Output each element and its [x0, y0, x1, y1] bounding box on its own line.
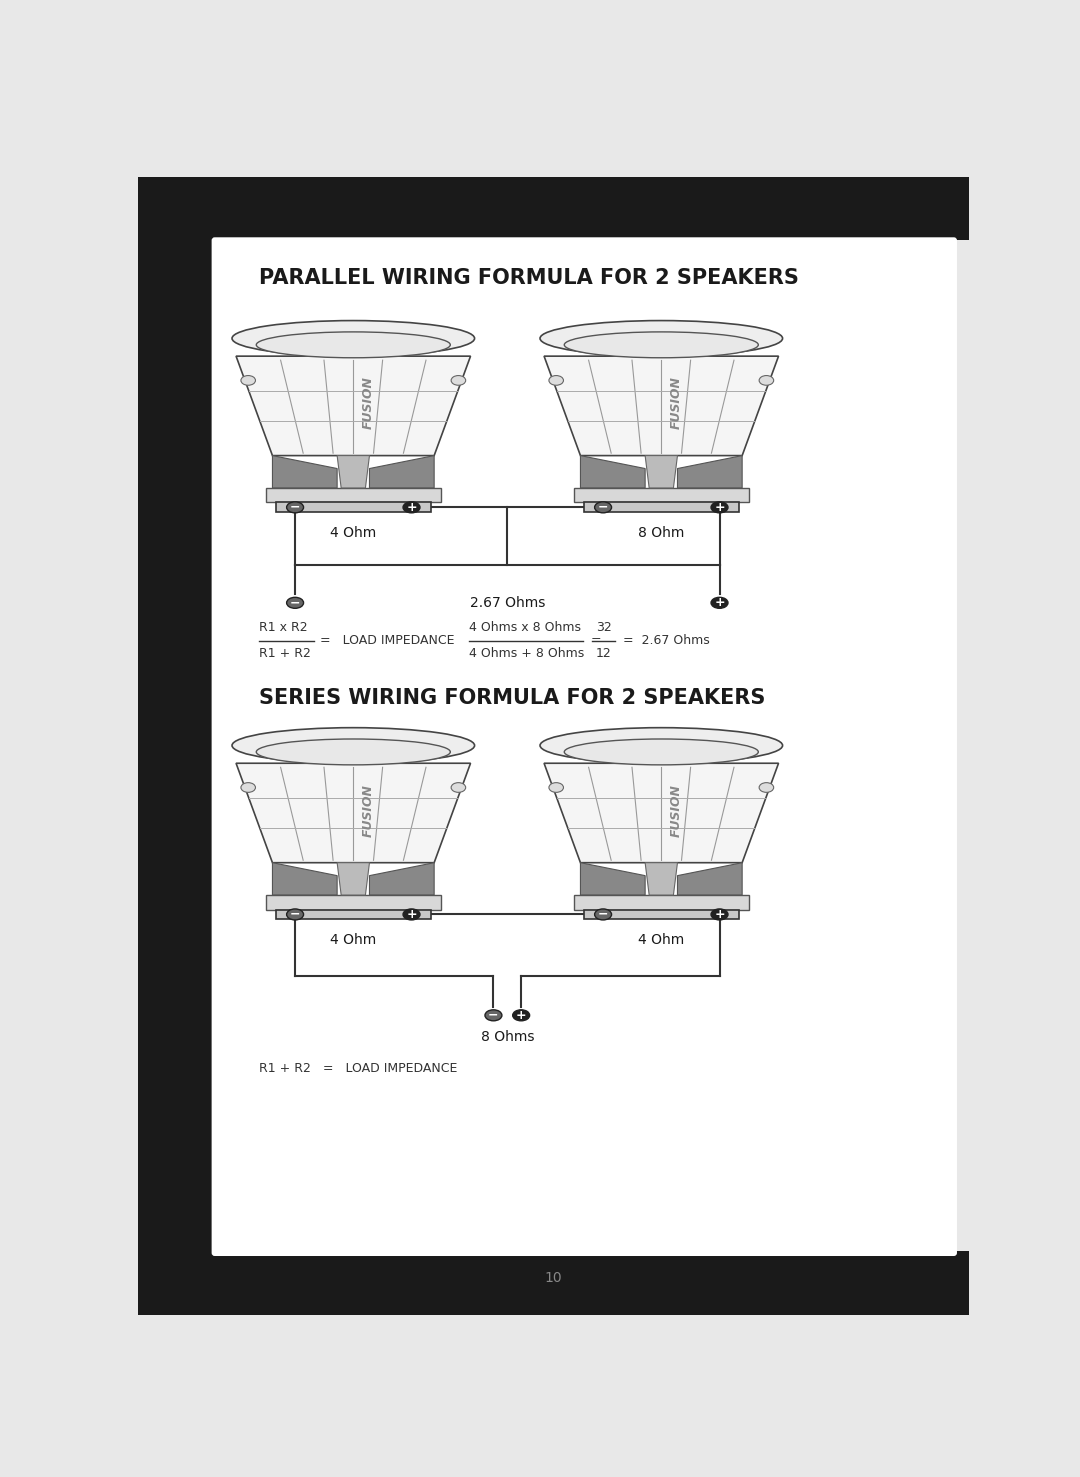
Ellipse shape	[451, 783, 465, 792]
Ellipse shape	[759, 783, 773, 792]
Polygon shape	[337, 863, 369, 895]
Bar	[138, 177, 215, 1315]
Ellipse shape	[540, 321, 783, 356]
Polygon shape	[677, 455, 742, 487]
Ellipse shape	[485, 1010, 502, 1021]
Ellipse shape	[513, 1010, 529, 1021]
Polygon shape	[337, 455, 369, 487]
Text: 4 Ohm: 4 Ohm	[330, 526, 377, 539]
Text: +: +	[714, 501, 725, 514]
Bar	[573, 895, 748, 910]
Text: SERIES WIRING FORMULA FOR 2 SPEAKERS: SERIES WIRING FORMULA FOR 2 SPEAKERS	[258, 688, 765, 709]
Text: −: −	[289, 908, 300, 922]
Polygon shape	[645, 455, 677, 487]
Text: −: −	[598, 908, 608, 922]
Ellipse shape	[451, 375, 465, 385]
Bar	[266, 895, 441, 910]
Text: FUSION: FUSION	[362, 784, 375, 836]
Text: +: +	[406, 501, 417, 514]
Ellipse shape	[759, 375, 773, 385]
Ellipse shape	[256, 332, 450, 357]
Text: FUSION: FUSION	[670, 784, 683, 836]
Text: +: +	[516, 1009, 526, 1022]
Polygon shape	[369, 455, 434, 487]
Text: 4 Ohms x 8 Ohms: 4 Ohms x 8 Ohms	[469, 620, 581, 634]
Ellipse shape	[241, 783, 256, 792]
Ellipse shape	[403, 502, 420, 513]
Ellipse shape	[241, 375, 256, 385]
Ellipse shape	[286, 908, 303, 920]
Polygon shape	[645, 863, 677, 895]
Ellipse shape	[232, 321, 474, 356]
Polygon shape	[237, 356, 471, 455]
Ellipse shape	[595, 502, 611, 513]
Text: −: −	[598, 501, 608, 514]
Text: =   LOAD IMPEDANCE: = LOAD IMPEDANCE	[320, 634, 455, 647]
Text: 4 Ohm: 4 Ohm	[330, 933, 377, 947]
Text: 4 Ohm: 4 Ohm	[638, 933, 685, 947]
Ellipse shape	[540, 728, 783, 764]
Text: R1 x R2: R1 x R2	[258, 620, 307, 634]
Ellipse shape	[564, 738, 758, 765]
Bar	[275, 910, 431, 919]
Polygon shape	[272, 863, 337, 895]
Text: −: −	[289, 597, 300, 610]
Text: FUSION: FUSION	[670, 377, 683, 430]
FancyBboxPatch shape	[212, 238, 957, 1255]
Bar	[583, 910, 739, 919]
Text: PARALLEL WIRING FORMULA FOR 2 SPEAKERS: PARALLEL WIRING FORMULA FOR 2 SPEAKERS	[258, 269, 798, 288]
Ellipse shape	[549, 375, 564, 385]
Text: 12: 12	[596, 647, 611, 660]
Ellipse shape	[711, 597, 728, 609]
Polygon shape	[544, 356, 779, 455]
Text: +: +	[714, 597, 725, 610]
Polygon shape	[369, 863, 434, 895]
Ellipse shape	[286, 502, 303, 513]
Text: =: =	[591, 634, 602, 647]
Polygon shape	[677, 863, 742, 895]
Text: −: −	[289, 501, 300, 514]
Text: −: −	[488, 1009, 499, 1022]
Ellipse shape	[711, 908, 728, 920]
Bar	[138, 177, 970, 241]
Bar	[583, 502, 739, 513]
Text: +: +	[406, 908, 417, 922]
Ellipse shape	[711, 502, 728, 513]
Ellipse shape	[232, 728, 474, 764]
Ellipse shape	[549, 783, 564, 792]
Ellipse shape	[403, 908, 420, 920]
Ellipse shape	[256, 738, 450, 765]
Text: R1 + R2: R1 + R2	[258, 647, 310, 660]
Text: FUSION: FUSION	[362, 377, 375, 430]
Bar	[138, 1251, 970, 1315]
Text: 32: 32	[596, 620, 611, 634]
Text: 4 Ohms + 8 Ohms: 4 Ohms + 8 Ohms	[469, 647, 584, 660]
Ellipse shape	[564, 332, 758, 357]
Polygon shape	[580, 863, 645, 895]
Ellipse shape	[286, 597, 303, 609]
Bar	[573, 487, 748, 502]
Text: =  2.67 Ohms: = 2.67 Ohms	[623, 634, 710, 647]
Text: +: +	[714, 908, 725, 922]
Text: 8 Ohms: 8 Ohms	[481, 1029, 534, 1044]
Polygon shape	[544, 764, 779, 863]
Polygon shape	[580, 455, 645, 487]
Text: R1 + R2   =   LOAD IMPEDANCE: R1 + R2 = LOAD IMPEDANCE	[258, 1062, 457, 1075]
Text: 8 Ohm: 8 Ohm	[638, 526, 685, 539]
Polygon shape	[237, 764, 471, 863]
Polygon shape	[272, 455, 337, 487]
Text: 2.67 Ohms: 2.67 Ohms	[470, 595, 545, 610]
Bar	[266, 487, 441, 502]
Bar	[275, 502, 431, 513]
Text: 10: 10	[544, 1272, 563, 1285]
Ellipse shape	[595, 908, 611, 920]
